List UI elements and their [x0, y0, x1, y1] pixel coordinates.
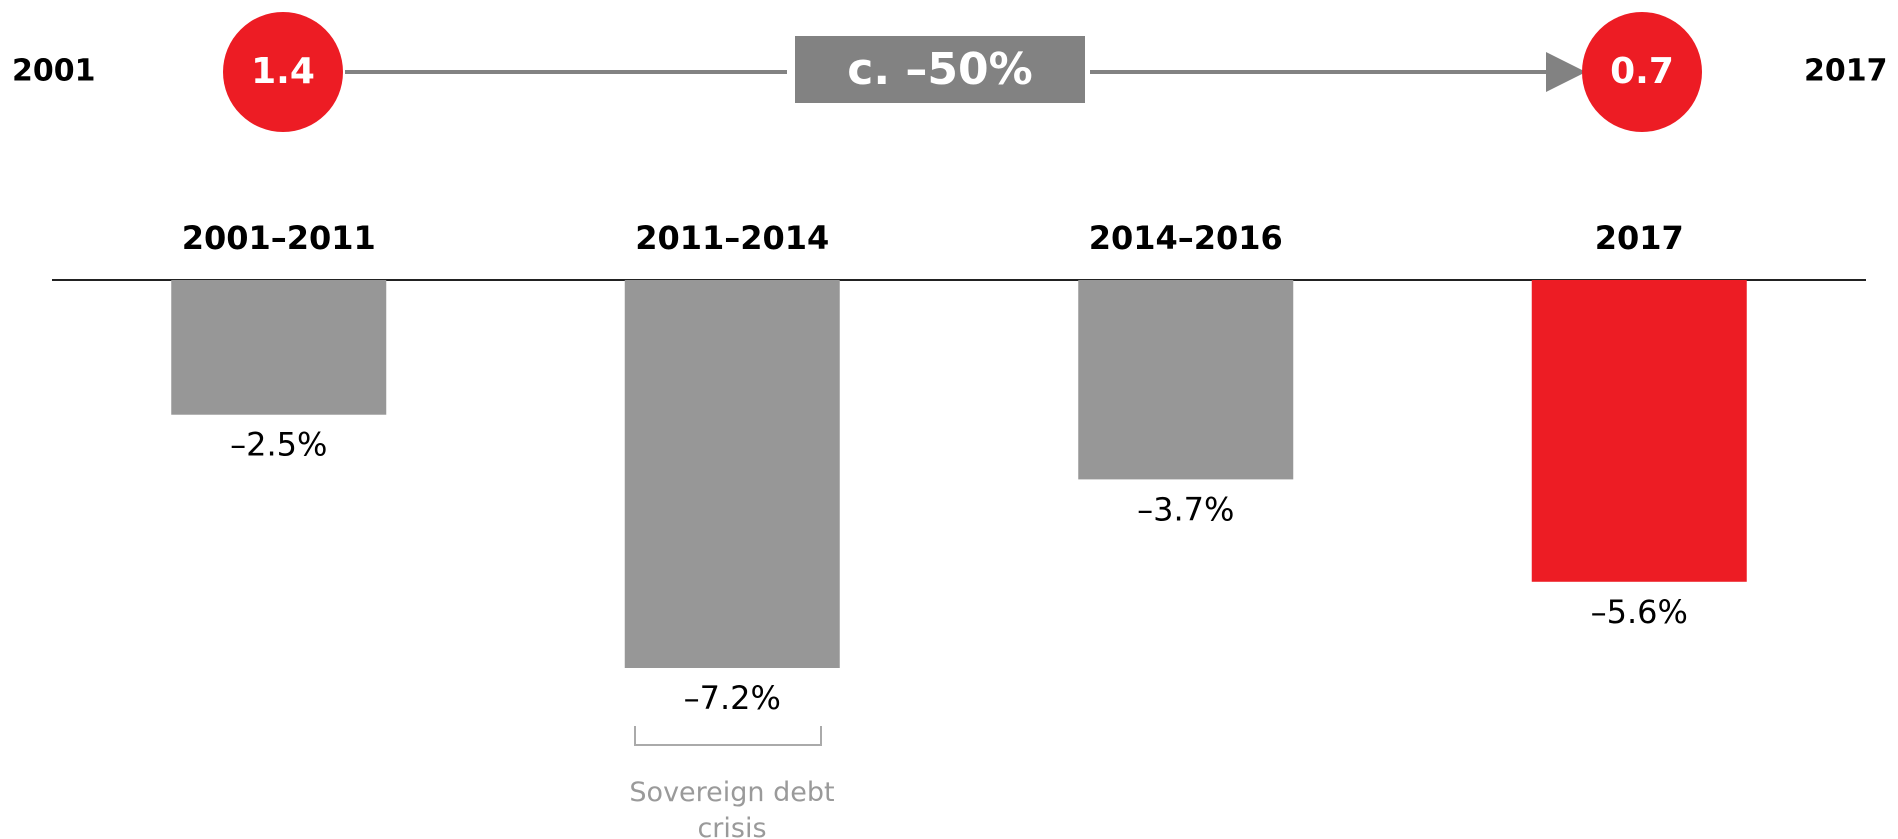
change-label: c. –50%	[847, 44, 1032, 95]
start-circle	[223, 12, 343, 132]
category-label: 2001–2011	[182, 219, 376, 257]
change-box	[795, 36, 1085, 103]
bar	[624, 280, 840, 668]
bracket	[634, 726, 822, 746]
bar	[1078, 280, 1294, 480]
value-label: –7.2%	[684, 679, 781, 717]
value-label: –2.5%	[230, 426, 327, 464]
end-value: 0.7	[1610, 51, 1674, 92]
start-label: 2001	[12, 54, 96, 89]
end-circle	[1582, 12, 1702, 132]
end-label: 2017	[1804, 54, 1888, 89]
bar	[1531, 280, 1747, 582]
bar	[171, 280, 387, 415]
value-label: –5.6%	[1591, 593, 1688, 631]
start-value: 1.4	[251, 51, 315, 92]
annotation: Sovereign debt crisis	[629, 777, 835, 839]
category-label: 2017	[1595, 219, 1684, 257]
category-label: 2014–2016	[1089, 219, 1283, 257]
value-label: –3.7%	[1137, 490, 1234, 528]
category-label: 2011–2014	[635, 219, 829, 257]
